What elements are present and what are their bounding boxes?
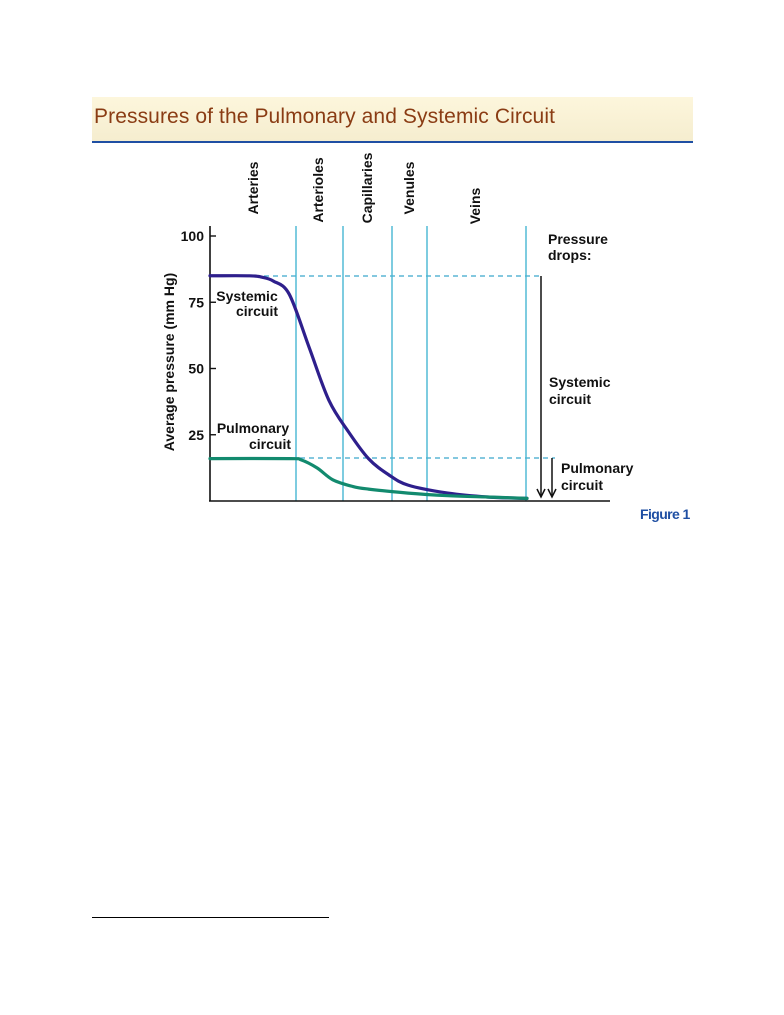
vessel-labels: Arteries Arterioles Capillaries Venules Vein… <box>245 152 483 224</box>
pulmonary-drop-label: Pulmonary circuit <box>561 460 634 493</box>
svg-text:drops:: drops: <box>548 247 592 263</box>
figure-label: Figure 1 <box>640 506 690 522</box>
y-tick-label: 25 <box>188 427 204 443</box>
svg-text:Systemic: Systemic <box>216 288 278 304</box>
y-tick-label: 100 <box>181 228 205 244</box>
vessel-label: Veins <box>467 188 483 225</box>
series-lines <box>208 274 529 500</box>
y-tick-label: 75 <box>188 294 204 310</box>
title-bar: Pressures of the Pulmonary and Systemic … <box>92 97 693 143</box>
svg-text:Systemic: Systemic <box>549 374 611 390</box>
svg-text:circuit: circuit <box>249 436 291 452</box>
svg-text:circuit: circuit <box>236 303 278 319</box>
y-tick-label: 50 <box>188 361 204 377</box>
pulmonary-series-label: Pulmonary circuit <box>217 420 292 452</box>
systemic-series-line <box>208 274 529 500</box>
svg-text:Pressure: Pressure <box>548 231 608 247</box>
pulmonary-series-line <box>208 456 529 500</box>
vessel-label: Capillaries <box>359 152 375 223</box>
svg-text:circuit: circuit <box>549 391 591 407</box>
vessel-label: Arteries <box>245 161 261 214</box>
vessel-label: Arterioles <box>310 157 326 223</box>
systemic-series-label: Systemic circuit <box>216 288 278 319</box>
systemic-drop-arrow <box>536 276 546 499</box>
y-axis-label: Average pressure (mm Hg) <box>161 273 177 451</box>
pulmonary-drop-arrow <box>547 458 557 499</box>
svg-text:circuit: circuit <box>561 477 603 493</box>
vessel-separators <box>295 226 527 501</box>
footnote-rule <box>92 917 329 918</box>
svg-text:Pulmonary: Pulmonary <box>217 420 290 436</box>
pressure-drops-header: Pressure drops: <box>548 231 608 263</box>
systemic-drop-label: Systemic circuit <box>549 374 611 407</box>
svg-text:Pulmonary: Pulmonary <box>561 460 634 476</box>
vessel-label: Venules <box>401 161 417 214</box>
y-ticks: 25 50 75 100 <box>181 228 216 443</box>
page-title: Pressures of the Pulmonary and Systemic … <box>94 105 556 128</box>
